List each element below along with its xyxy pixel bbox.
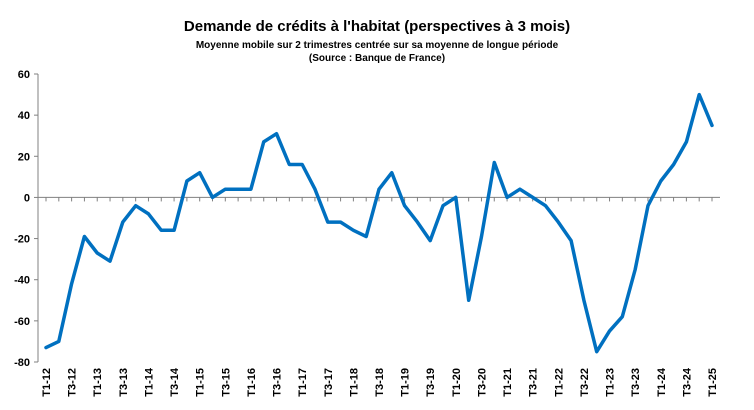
data-point [685, 140, 688, 143]
data-point [185, 179, 188, 182]
data-point [429, 239, 432, 242]
data-point [608, 330, 611, 333]
data-point [237, 188, 240, 191]
data-point [557, 221, 560, 224]
data-point [198, 171, 201, 174]
data-point [83, 235, 86, 238]
x-tick-label: T1-25 [707, 368, 719, 397]
data-point [147, 212, 150, 215]
data-point [467, 299, 470, 302]
x-tick-label: T1-15 [195, 368, 207, 397]
data-point [365, 235, 368, 238]
x-tick-label: T3-17 [323, 368, 335, 397]
x-tick-label: T1-23 [605, 368, 617, 397]
data-point [326, 221, 329, 224]
data-point [275, 132, 278, 135]
x-tick-label: T3-21 [528, 368, 540, 397]
data-point [570, 239, 573, 242]
data-point [109, 260, 112, 263]
data-point [313, 188, 316, 191]
chart-title: Demande de crédits à l'habitat (perspect… [183, 18, 571, 35]
y-tick-label: -60 [14, 316, 30, 328]
x-tick-label: T3-20 [476, 368, 488, 397]
y-tick-label: -40 [14, 275, 30, 287]
data-point [160, 229, 163, 232]
data-point [211, 196, 214, 199]
chart-subtitle: Moyenne mobile sur 2 trimestres centrée … [195, 40, 559, 51]
data-point [96, 251, 99, 254]
x-tick-label: T3-19 [425, 368, 437, 397]
x-tick-label: T1-21 [502, 368, 514, 397]
x-tick-label: T3-14 [169, 367, 181, 397]
chart-source: (Source : Banque de France) [308, 53, 446, 64]
x-tick-label: T3-24 [681, 367, 693, 397]
y-tick-label: 60 [18, 69, 30, 81]
data-point [518, 188, 521, 191]
data-point [698, 93, 701, 96]
data-point [672, 163, 675, 166]
y-tick-label: -20 [14, 234, 30, 246]
x-tick-label: T1-20 [451, 368, 463, 397]
data-point [711, 124, 714, 127]
data-point [531, 196, 534, 199]
y-tick-label: 0 [24, 192, 30, 204]
data-point [134, 204, 137, 207]
data-point [70, 282, 73, 285]
data-point [621, 315, 624, 318]
x-tick-label: T1-18 [348, 368, 360, 397]
x-tick-label: T1-14 [143, 367, 155, 397]
x-tick-label: T3-23 [630, 368, 642, 397]
data-point [339, 221, 342, 224]
x-tick-label: T3-16 [272, 368, 284, 397]
y-tick-label: 40 [18, 110, 30, 122]
y-tick-label: 20 [18, 151, 30, 163]
x-tick-label: T1-12 [41, 368, 53, 397]
data-point [454, 196, 457, 199]
x-tick-label: T1-22 [553, 368, 565, 397]
data-point [352, 229, 355, 232]
data-point [173, 229, 176, 232]
data-point [646, 204, 649, 207]
data-point [506, 196, 509, 199]
x-tick-label: T1-24 [656, 367, 668, 397]
x-tick-label: T1-19 [400, 368, 412, 397]
x-tick-label: T3-12 [67, 368, 79, 397]
data-point [416, 221, 419, 224]
data-point [634, 268, 637, 271]
data-point [262, 140, 265, 143]
x-tick-label: T3-22 [579, 368, 591, 397]
data-point [403, 204, 406, 207]
data-point [45, 346, 48, 349]
data-point [659, 179, 662, 182]
series-line [44, 92, 714, 354]
data-point [288, 163, 291, 166]
x-tick-label: T3-13 [118, 368, 130, 397]
data-point [121, 221, 124, 224]
data-point [224, 188, 227, 191]
x-tick-label: T3-18 [374, 368, 386, 397]
data-point [544, 204, 547, 207]
data-point [493, 161, 496, 164]
data-point [442, 204, 445, 207]
x-tick-label: T3-15 [220, 368, 232, 397]
y-tick-label: -80 [14, 357, 30, 369]
data-point [301, 163, 304, 166]
x-tick-label: T1-17 [297, 368, 309, 397]
x-tick-label: T1-16 [246, 368, 258, 397]
data-point [378, 188, 381, 191]
x-tick-label: T1-13 [92, 368, 104, 397]
data-point [390, 171, 393, 174]
data-point [249, 188, 252, 191]
data-point [480, 235, 483, 238]
data-point [57, 340, 60, 343]
data-point [595, 350, 598, 353]
data-point [582, 299, 585, 302]
